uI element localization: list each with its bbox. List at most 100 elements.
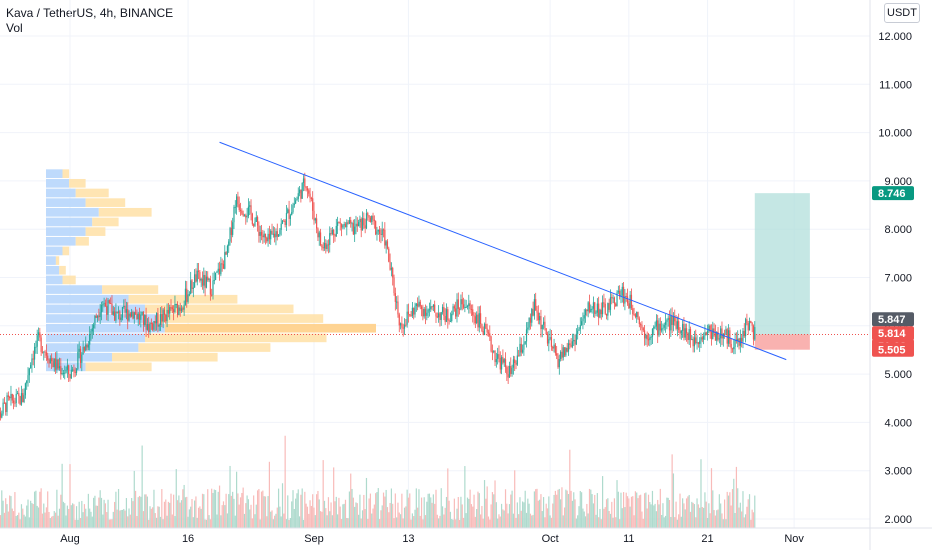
volume-bar	[466, 497, 469, 528]
volume-bar	[360, 518, 362, 528]
candle-body	[145, 315, 147, 330]
volume-bar	[434, 503, 436, 528]
volume-bar	[469, 489, 471, 528]
candle-body	[528, 317, 530, 328]
candle-body	[718, 338, 720, 340]
candle-body	[106, 306, 108, 315]
volume-bar	[730, 505, 732, 528]
candle-body	[152, 323, 154, 330]
volume-profile-down	[55, 256, 60, 265]
candle-body	[527, 327, 529, 330]
candle-body	[668, 317, 671, 331]
volume-profile-up	[46, 227, 86, 236]
volume-bar	[256, 490, 259, 528]
volume-bar	[277, 488, 280, 528]
candle-body	[423, 308, 425, 317]
volume-bar	[47, 491, 49, 528]
volume-bar	[354, 506, 356, 528]
volume-bar	[599, 508, 601, 528]
candle-body	[670, 315, 672, 331]
candle-body	[411, 307, 413, 316]
volume-bar	[263, 496, 265, 528]
volume-bar	[234, 515, 236, 528]
volume-bar	[735, 466, 738, 528]
long-position-tool[interactable]	[0, 193, 870, 350]
candle-body	[371, 215, 373, 222]
volume-profile-up	[46, 294, 129, 304]
candle-body	[476, 314, 478, 324]
price-tick-label: 4.000	[884, 417, 912, 429]
volume-bar	[10, 496, 12, 528]
candle-body	[734, 339, 736, 347]
volume-bar	[746, 506, 748, 528]
volume-bar	[77, 519, 79, 528]
candle-body	[313, 210, 315, 221]
candle-body	[477, 314, 479, 328]
candle-body	[561, 351, 563, 358]
volume-bar	[61, 463, 63, 528]
volume-bar	[291, 501, 293, 528]
trendline[interactable]	[219, 141, 787, 361]
volume-bar	[752, 512, 755, 528]
candle-body	[146, 323, 148, 330]
candle-body	[31, 358, 33, 365]
volume-bar	[62, 501, 65, 528]
volume-bar	[213, 489, 215, 528]
volume-profile-down	[75, 188, 109, 198]
candle-body	[403, 324, 406, 329]
volume-profile-up	[46, 314, 159, 323]
candle-body	[661, 328, 663, 331]
candle-body	[482, 330, 484, 335]
candle-body	[424, 308, 427, 316]
candle-body	[136, 313, 138, 320]
volume-bar	[298, 516, 301, 528]
candle-body	[322, 247, 324, 249]
candle-body	[428, 309, 431, 311]
volume-bar	[685, 498, 688, 528]
volume-bar	[146, 496, 148, 528]
candle-body	[274, 233, 276, 238]
candle-body	[174, 304, 176, 313]
candle-body	[271, 230, 273, 234]
candle-body	[64, 372, 66, 374]
volume-bar	[553, 494, 555, 528]
price-axis[interactable]: 2.0003.0004.0005.0006.0007.0008.0009.000…	[869, 0, 912, 550]
volume-bar	[377, 488, 379, 528]
volume-bar	[212, 493, 214, 528]
volume-bar	[491, 492, 494, 528]
volume-bar	[275, 513, 277, 528]
candle-body	[333, 229, 335, 236]
volume-profile-down	[164, 323, 376, 333]
candle-body	[582, 318, 584, 322]
candle-body	[318, 232, 320, 238]
candle-body	[598, 303, 600, 318]
candle-body	[270, 230, 272, 240]
candle-body	[267, 233, 269, 242]
volume-bar	[363, 494, 365, 528]
candle-body	[584, 309, 587, 316]
volume-bar	[287, 495, 289, 528]
volume-bar	[319, 511, 322, 528]
time-axis[interactable]: Aug 16 Sep 13 Oct 11 21 Nov	[0, 527, 932, 545]
volume-bar	[133, 470, 135, 528]
volume-bar	[106, 512, 108, 528]
time-tick-label: Oct	[542, 533, 559, 545]
candle-body	[386, 241, 389, 249]
candle-body	[692, 339, 694, 347]
currency-button[interactable]: USDT	[884, 3, 920, 23]
volume-bar	[137, 497, 139, 528]
volume-bar	[197, 507, 200, 528]
candle-body	[546, 334, 549, 344]
candle-body	[334, 235, 336, 237]
volume-bar	[670, 516, 672, 528]
volume-bar	[266, 516, 268, 528]
candle-body	[7, 395, 9, 397]
volume-bar	[676, 519, 678, 528]
volume-bar	[52, 515, 54, 528]
candle-body	[637, 311, 639, 319]
candle-body	[69, 374, 71, 379]
volume-bar	[545, 503, 547, 528]
volume-bar	[183, 484, 185, 528]
volume-bar	[630, 496, 633, 528]
